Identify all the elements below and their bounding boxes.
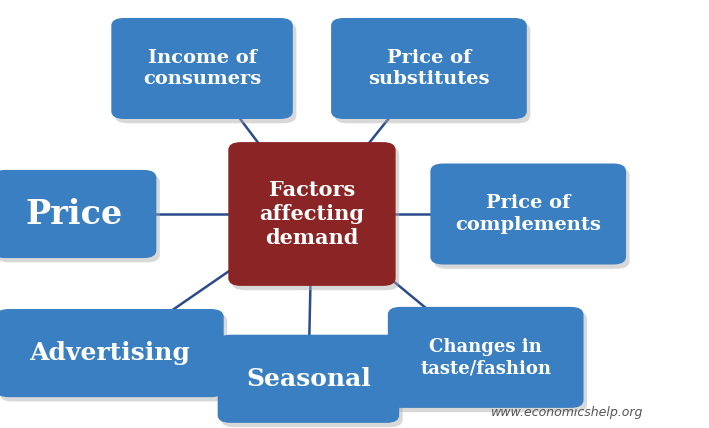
Text: Price of
substitutes: Price of substitutes <box>368 49 490 88</box>
FancyBboxPatch shape <box>0 174 160 262</box>
FancyBboxPatch shape <box>228 142 396 286</box>
FancyBboxPatch shape <box>388 307 584 408</box>
Text: Seasonal: Seasonal <box>246 367 371 391</box>
Text: Price of
complements: Price of complements <box>455 194 601 234</box>
Text: www.economicshelp.org: www.economicshelp.org <box>491 407 643 419</box>
FancyBboxPatch shape <box>115 22 296 123</box>
FancyBboxPatch shape <box>218 335 399 423</box>
FancyBboxPatch shape <box>331 18 527 119</box>
FancyBboxPatch shape <box>0 313 227 401</box>
FancyBboxPatch shape <box>0 309 223 397</box>
FancyBboxPatch shape <box>430 163 626 265</box>
Text: Changes in
taste/fashion: Changes in taste/fashion <box>420 338 551 377</box>
Text: Price: Price <box>26 197 123 231</box>
FancyBboxPatch shape <box>232 146 399 290</box>
FancyBboxPatch shape <box>111 18 293 119</box>
FancyBboxPatch shape <box>434 168 630 269</box>
FancyBboxPatch shape <box>335 22 530 123</box>
Text: Income of
consumers: Income of consumers <box>143 49 261 88</box>
Text: Factors
affecting
demand: Factors affecting demand <box>259 180 364 248</box>
FancyBboxPatch shape <box>221 339 403 427</box>
FancyBboxPatch shape <box>391 311 587 412</box>
Text: Advertising: Advertising <box>30 341 190 365</box>
FancyBboxPatch shape <box>0 170 156 258</box>
